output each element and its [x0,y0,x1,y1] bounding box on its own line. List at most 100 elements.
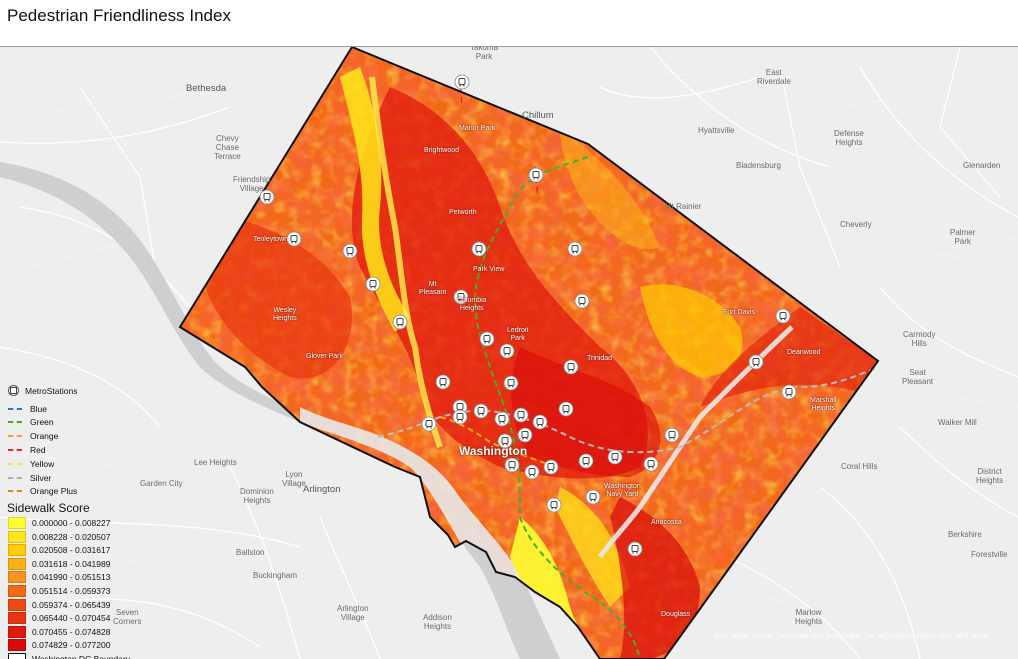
legend-class-row: 0.020508 - 0.031617 [8,544,111,557]
metro-station-icon[interactable] [781,384,797,400]
metro-station-icon[interactable] [286,231,302,247]
metro-station-icon[interactable] [532,414,548,430]
legend-class-label: 0.000000 - 0.008227 [32,518,111,528]
map-canvas[interactable] [0,47,1018,659]
legend-line-label: Orange [30,431,59,442]
metro-station-icon[interactable] [585,489,601,505]
metro-station-icon[interactable] [499,343,515,359]
metro-station-icon[interactable] [517,427,533,443]
page-title: Pedestrian Friendliness Index [7,6,231,25]
legend-class-swatch [8,557,26,570]
legend-line-orange: Orange [8,431,58,442]
place-forestville: Forestville [971,550,1008,559]
metro-station-icon[interactable] [454,74,470,90]
place-bethesda: Bethesda [186,83,227,94]
place-addison-heights: Addison Heights [423,613,452,631]
legend-line-label: Blue [30,403,48,414]
legend-boundary-swatch [8,653,26,659]
metro-station-icon[interactable] [504,457,520,473]
dc-boundary [178,47,880,659]
place-seat-pleasant: Seat Pleasant [902,368,934,386]
legend-class-label: 0.074829 - 0.077200 [32,640,111,651]
place-dominion-heights: Dominion Heights [240,487,274,505]
metro-station-icon[interactable] [524,464,540,480]
metro-station-icon[interactable] [627,541,643,557]
legend-class-swatch [8,544,26,557]
legend-class-row: 0.070455 - 0.074828 [8,625,110,638]
metro-station-icon[interactable] [563,359,579,375]
place-chillum: Chillum [522,110,554,121]
metro-station-icon[interactable] [607,449,623,465]
place-walker-mill: Walker Mill [938,418,977,427]
place-district-heights: District Heights [976,467,1004,485]
legend-class-label: 0.051514 - 0.059373 [32,586,111,596]
hood-trinidad: Trinidad [587,355,613,362]
metro-station-icon[interactable] [503,375,519,391]
metro-station-icon[interactable] [452,409,468,425]
metro-station-icon[interactable] [479,331,495,347]
metro-station-icon[interactable] [567,241,583,257]
metro-station-icon [8,385,19,396]
metro-station-icon[interactable] [578,453,594,469]
legend-class-label: 0.041990 - 0.051513 [32,572,111,583]
orange-line [439,416,551,466]
metro-station-icon[interactable] [473,403,489,419]
legend-class-swatch [8,598,26,611]
metro-station-icon[interactable] [435,374,451,390]
metro-station-icon[interactable] [558,401,574,417]
legend-class-label: 0.031618 - 0.041989 [32,558,111,569]
legend-metro-stations: MetroStations [8,385,77,396]
legend-line-orange-plus: Orange Plus [8,486,77,497]
place-arlington: Arlington [303,484,341,495]
metro-station-icon[interactable] [497,433,513,449]
place-east-riverdale: East Riverdale [757,68,791,86]
map-view[interactable]: Takoma Park East Riverdale Bethesda Chillu… [0,46,1018,659]
legend-class-label: 0.020508 - 0.031617 [32,545,111,556]
metro-station-icon[interactable] [513,407,529,423]
legend-boundary-row: Washington DC Boundary [8,653,130,659]
metro-station-icon[interactable] [748,354,764,370]
legend-class-row: 0.008228 - 0.020507 [8,530,111,543]
hood-anacostia: Anacostia [651,519,682,526]
metro-station-icon[interactable] [574,293,590,309]
metro-station-icon[interactable] [664,427,680,443]
legend-class-label: 0.008228 - 0.020507 [32,531,111,542]
metro-station-icon[interactable] [365,276,381,292]
legend-class-row: 0.074829 - 0.077200 [8,639,111,652]
metro-station-icon[interactable] [453,289,469,305]
hood-brightwood: Brightwood [424,147,460,154]
place-berkshire: Berkshire [948,530,982,539]
legend-class-row: 0.041990 - 0.051513 [8,571,111,584]
legend-line-swatch [8,448,22,451]
legend-class-row: 0.031618 - 0.041989 [8,557,111,570]
hood-wesley-heights: Wesley Heights [273,307,297,322]
place-lee-heights: Lee Heights [194,458,237,467]
metro-station-icon[interactable] [543,459,559,475]
legend-class-swatch [8,625,26,638]
legend-class-swatch [8,639,26,652]
anacostia-river [597,325,794,559]
metro-station-icon[interactable] [546,497,562,513]
legend-line-label: Green [30,417,54,428]
hood-deanwood: Deanwood [787,349,821,356]
rock-creek [369,76,443,448]
place-takoma-park: Takoma Park [470,46,499,61]
metro-station-icon[interactable] [528,167,544,183]
hood-glover-park: Glover Park [306,353,343,360]
legend-class-swatch [8,585,26,597]
metro-station-icon[interactable] [775,308,791,324]
metro-station-icon[interactable] [494,411,510,427]
hood-fort-davis: Fort Davis [723,309,755,316]
hood-manor-park: Manor Park [459,125,496,132]
metro-station-icon[interactable] [421,416,437,432]
metro-station-icon[interactable] [259,189,275,205]
place-hyattsville: Hyattsville [698,126,735,135]
metro-station-icon[interactable] [471,241,487,257]
legend-class-swatch [8,517,26,529]
legend-line-silver: Silver [8,472,51,483]
metro-station-icon[interactable] [342,243,358,259]
metro-station-icon[interactable] [643,456,659,472]
legend-line-label: Red [30,444,46,455]
metro-station-icon[interactable] [392,314,408,330]
legend-class-swatch [8,530,26,543]
